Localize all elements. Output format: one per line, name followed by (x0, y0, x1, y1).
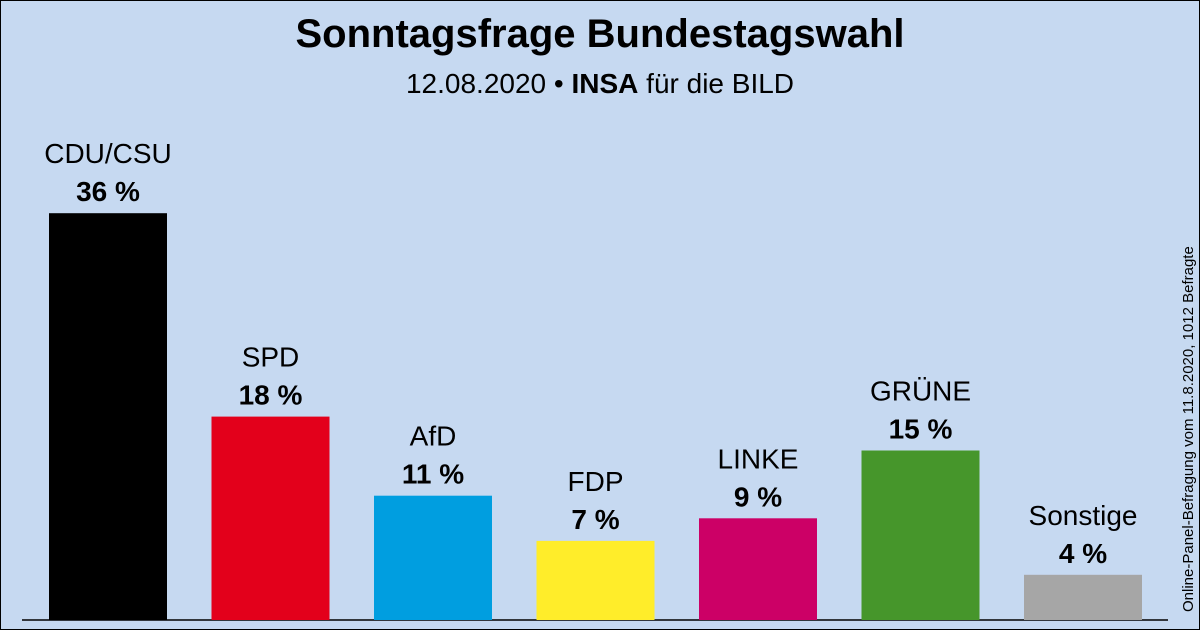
bar-0 (49, 213, 167, 620)
value-label-3: 7 % (571, 504, 619, 535)
party-label-6: Sonstige (1029, 500, 1138, 531)
value-label-1: 18 % (239, 380, 303, 411)
chart-subtitle: 12.08.2020 • INSA für die BILD (0, 68, 1200, 100)
party-label-2: AfD (410, 421, 457, 452)
value-label-0: 36 % (76, 176, 140, 207)
value-label-5: 15 % (889, 414, 953, 445)
poll-client: für die BILD (646, 68, 795, 99)
value-label-2: 11 % (402, 459, 464, 490)
value-label-4: 9 % (734, 481, 782, 512)
bar-2 (374, 495, 492, 620)
bar-4 (699, 518, 817, 620)
bar-5 (861, 450, 980, 620)
bar-3 (536, 540, 655, 620)
party-label-0: CDU/CSU (44, 138, 172, 169)
party-label-1: SPD (242, 342, 300, 373)
poll-date: 12.08.2020 (405, 68, 547, 99)
value-label-6: 4 % (1059, 538, 1107, 569)
subtitle-separator: • (553, 68, 564, 99)
party-label-3: FDP (568, 466, 624, 497)
party-label-4: LINKE (718, 443, 799, 474)
bar-6 (1024, 574, 1142, 620)
poll-institute: INSA (571, 68, 639, 99)
source-note: Online-Panel-Befragung vom 11.8.2020, 10… (1180, 246, 1197, 612)
party-label-5: GRÜNE (870, 376, 971, 407)
bar-1 (211, 416, 330, 620)
chart-title: Sonntagsfrage Bundestagswahl (295, 12, 905, 56)
